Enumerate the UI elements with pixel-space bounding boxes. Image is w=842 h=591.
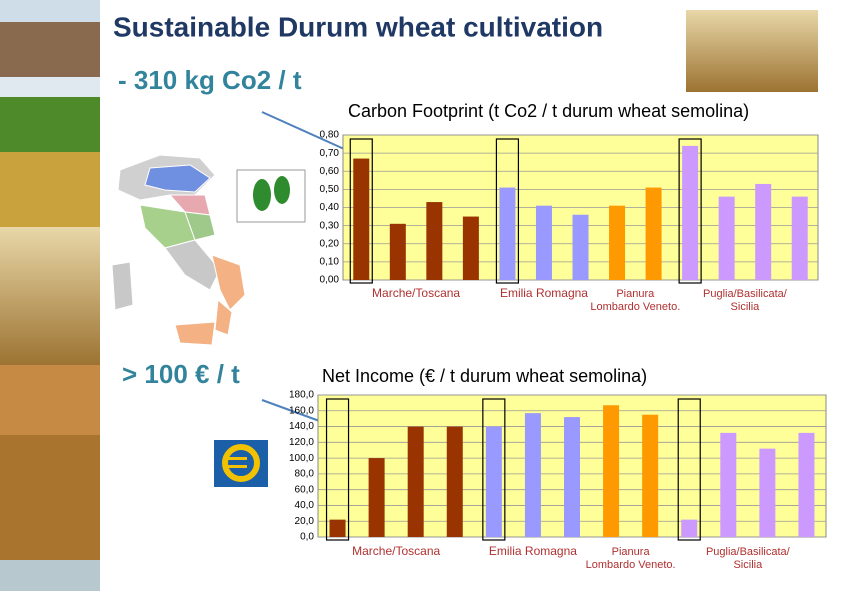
group-label: Emilia Romagna <box>500 286 588 300</box>
bar <box>446 426 463 537</box>
y-tick-label: 100,0 <box>289 453 314 464</box>
bar <box>564 417 580 537</box>
wheat-photo <box>686 10 818 92</box>
bar <box>462 216 479 280</box>
y-tick-label: 0,20 <box>320 238 340 249</box>
y-tick-label: 40,0 <box>295 500 315 511</box>
footprint-icon <box>236 169 306 223</box>
group-label: Puglia/Basilicata/ <box>706 546 791 558</box>
italy-map <box>111 154 246 346</box>
group-label: Pianura <box>612 546 651 558</box>
bar <box>759 448 776 537</box>
slide-title: Sustainable Durum wheat cultivation <box>113 11 603 42</box>
highlight-box <box>349 138 373 284</box>
group-label: Marche/Toscana <box>352 544 440 558</box>
bar <box>353 158 370 280</box>
y-tick-label: 160,0 <box>289 405 314 416</box>
bar <box>755 183 772 280</box>
y-tick-label: 0,60 <box>320 166 340 177</box>
group-label: Sicilia <box>733 559 763 571</box>
bar <box>718 196 735 280</box>
chart-title: Net Income (€ / t durum wheat semolina) <box>322 366 647 386</box>
group-label: Puglia/Basilicata/ <box>703 288 788 300</box>
group-label: Sicilia <box>731 301 761 313</box>
group-label: Lombardo Veneto. <box>586 559 676 571</box>
bar <box>535 205 552 280</box>
bar <box>645 187 662 280</box>
annotation: > 100 € / t <box>122 359 240 389</box>
y-tick-label: 180,0 <box>289 390 314 401</box>
y-tick-label: 0,70 <box>320 148 340 159</box>
bar <box>572 214 589 280</box>
bar <box>642 414 659 537</box>
bar <box>791 196 808 280</box>
bar <box>720 432 737 537</box>
group-label: Emilia Romagna <box>489 544 577 558</box>
photo-strip <box>0 0 100 591</box>
y-tick-label: 20,0 <box>295 516 315 527</box>
y-tick-label: 0,80 <box>320 130 340 141</box>
highlight-box <box>482 398 506 541</box>
highlight-box <box>677 398 701 541</box>
bar <box>485 426 502 537</box>
y-tick-label: 0,50 <box>320 184 340 195</box>
charts: Carbon Footprint (t Co2 / t durum wheat … <box>289 101 827 571</box>
bar <box>389 223 406 280</box>
y-tick-label: 0,00 <box>320 275 340 286</box>
bar <box>609 205 626 280</box>
bar <box>603 405 620 537</box>
y-tick-label: 0,40 <box>320 202 340 213</box>
euro-icon <box>214 440 268 487</box>
bar <box>499 187 516 280</box>
y-tick-label: 0,30 <box>320 220 340 231</box>
y-tick-label: 140,0 <box>289 421 314 432</box>
highlight-box <box>678 138 702 284</box>
bar <box>407 426 424 537</box>
bar <box>426 202 443 280</box>
y-tick-label: 80,0 <box>295 469 315 480</box>
bar <box>681 519 698 537</box>
y-tick-label: 0,0 <box>300 532 314 543</box>
y-tick-label: 60,0 <box>295 484 315 495</box>
highlight-box <box>495 138 520 284</box>
bar <box>368 458 385 537</box>
y-tick-label: 0,10 <box>320 257 340 268</box>
annotation: - 310 kg Co2 / t <box>118 65 302 95</box>
chart-title: Carbon Footprint (t Co2 / t durum wheat … <box>348 101 749 121</box>
highlight-box <box>325 398 350 541</box>
group-label: Marche/Toscana <box>372 286 460 300</box>
group-label: Lombardo Veneto. <box>590 301 680 313</box>
bar <box>329 519 346 537</box>
y-tick-label: 120,0 <box>289 437 314 448</box>
bar <box>524 413 541 537</box>
bar <box>798 432 815 537</box>
group-label: Pianura <box>616 288 655 300</box>
bar <box>682 145 699 280</box>
